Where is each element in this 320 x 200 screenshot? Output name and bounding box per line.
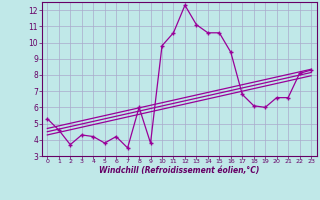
X-axis label: Windchill (Refroidissement éolien,°C): Windchill (Refroidissement éolien,°C)	[99, 166, 260, 175]
